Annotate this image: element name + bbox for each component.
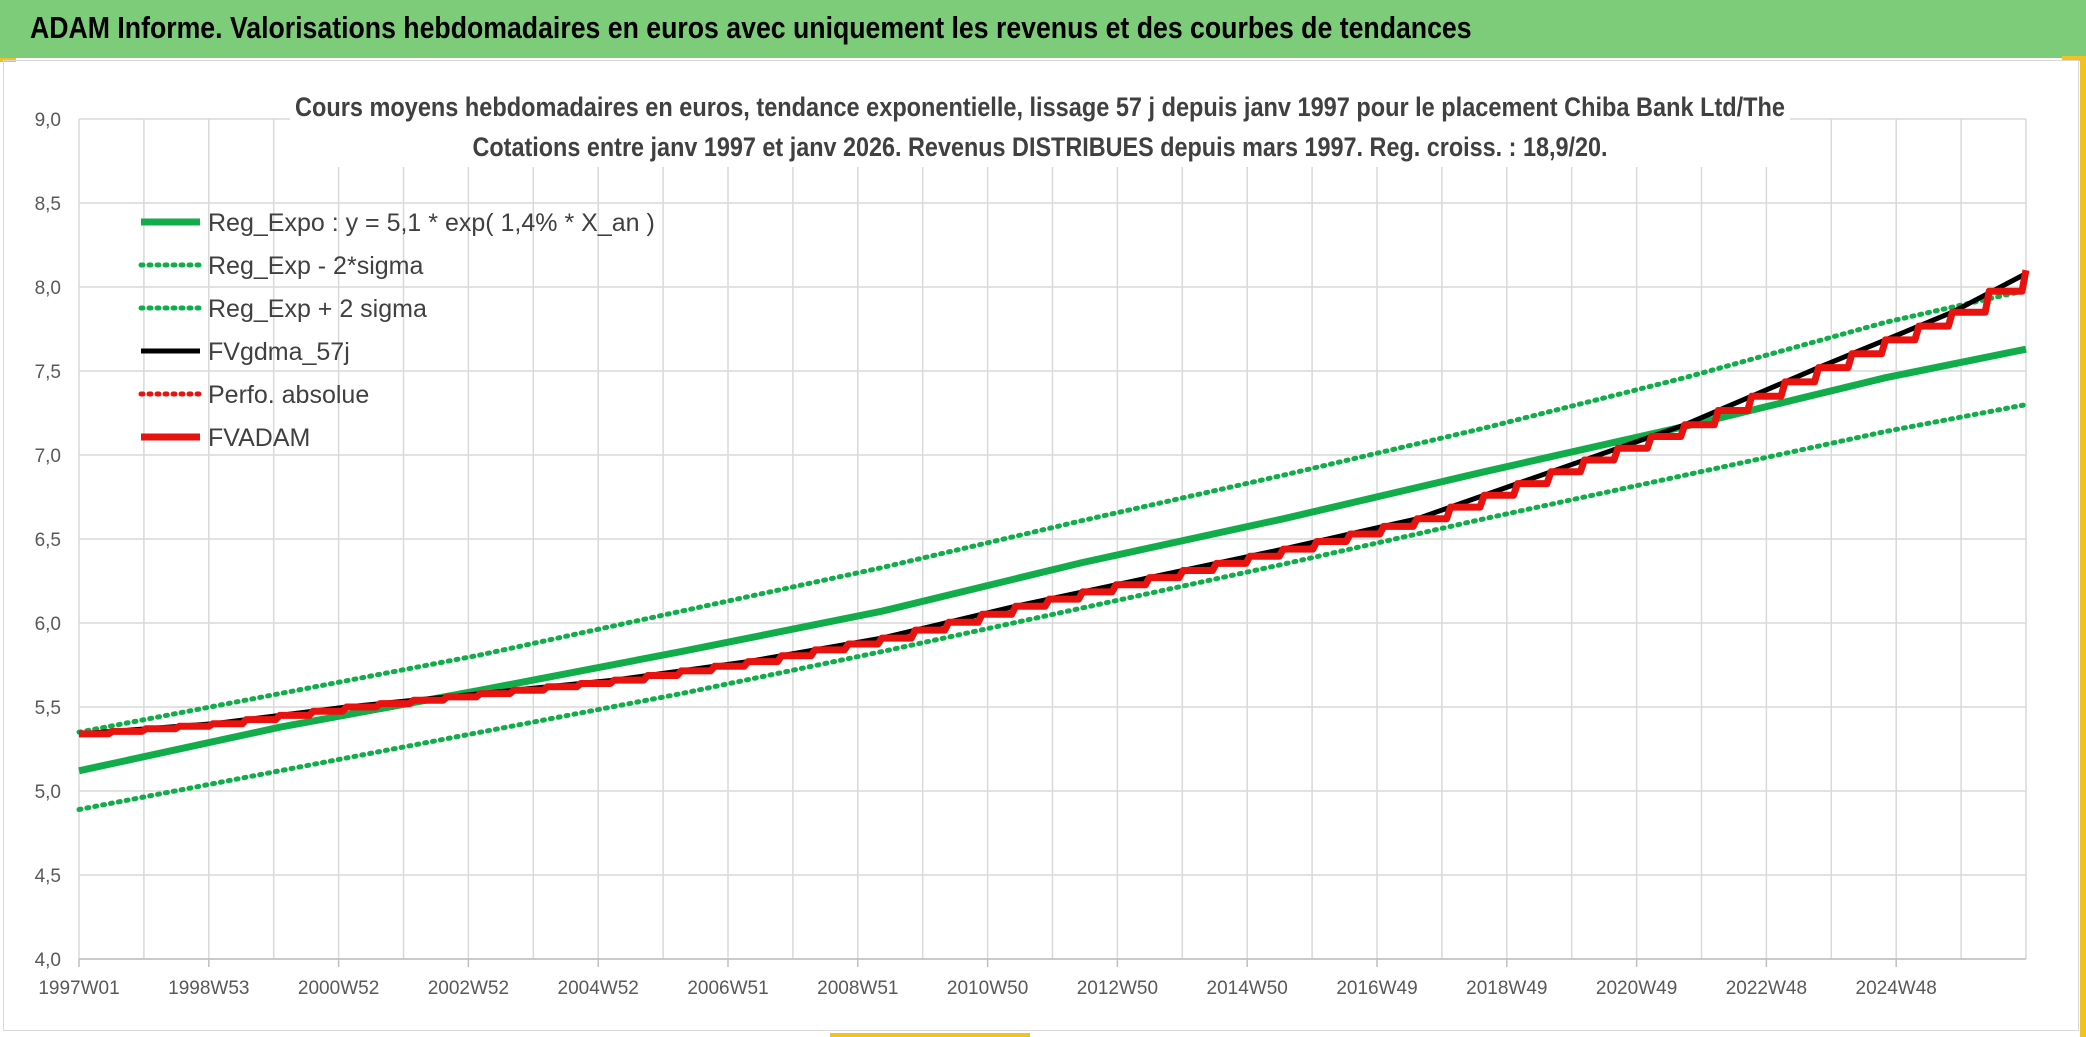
- series-line-1: [76, 402, 2029, 812]
- y-tick-label: 7,5: [35, 362, 61, 383]
- legend-label-3: FVgdma_57j: [208, 338, 350, 366]
- grid: [78, 118, 2027, 960]
- legend-label-2: Reg_Exp + 2 sigma: [208, 295, 427, 323]
- series-line-2: [76, 287, 2029, 735]
- chart-border: [3, 60, 2079, 1031]
- y-tick-label: 6,0: [35, 614, 61, 635]
- chart-title-line-1: Cours moyens hebdomadaires en euros, ten…: [295, 92, 1785, 122]
- chart-title-line-2: Cotations entre janv 1997 et janv 2026. …: [473, 132, 1608, 162]
- bottom-accent: [830, 1033, 1030, 1037]
- x-tick-label: 2006W51: [687, 978, 768, 999]
- x-tick-label: 2024W48: [1856, 978, 1937, 999]
- axes: 4,0 4,5 5,0 5,5 6,0 6,5 7,0 7,5 8,0 8,5 9,0 1997W01…: [35, 110, 2026, 999]
- x-tick-label: 1997W01: [38, 978, 119, 999]
- chart-title: Cours moyens hebdomadaires en euros, ten…: [290, 83, 1790, 167]
- x-tick-label: 2018W49: [1466, 978, 1547, 999]
- y-tick-label: 5,0: [35, 782, 61, 803]
- header-bar: ADAM Informe. Valorisations hebdomadaire…: [0, 0, 2086, 58]
- y-tick-label: 8,5: [35, 194, 61, 215]
- y-tick-label: 7,0: [35, 446, 61, 467]
- y-tick-label: 4,0: [35, 950, 61, 971]
- y-tick-label: 4,5: [35, 866, 61, 887]
- x-tick-label: 2000W52: [298, 978, 379, 999]
- series: [76, 269, 2030, 812]
- y-tick-label: 6,5: [35, 530, 61, 551]
- y-tick-label: 9,0: [35, 110, 61, 131]
- x-tick-label: 2022W48: [1726, 978, 1807, 999]
- corner-accent-right: [2062, 56, 2086, 61]
- series-line-5: [79, 269, 2030, 738]
- x-tick-label: 2012W50: [1077, 978, 1158, 999]
- x-tick-label: 2010W50: [947, 978, 1028, 999]
- y-tick-label: 8,0: [35, 278, 61, 299]
- x-tick-label: 2016W49: [1336, 978, 1417, 999]
- right-accent-bar: [2080, 56, 2086, 1037]
- legend: Reg_Expo : y = 5,1 * exp( 1,4% * X_an ) R…: [138, 209, 655, 452]
- chart-title-background: [290, 83, 1790, 167]
- legend-label-4: Perfo. absolue: [208, 381, 369, 409]
- report-title: ADAM Informe. Valorisations hebdomadaire…: [30, 10, 1472, 45]
- y-tick-label: 5,5: [35, 698, 61, 719]
- legend-label-1: Reg_Exp - 2*sigma: [208, 252, 423, 280]
- x-tick-label: 2014W50: [1207, 978, 1288, 999]
- x-tick-label: 2002W52: [428, 978, 509, 999]
- legend-label-5: FVADAM: [208, 424, 310, 452]
- x-tick-label: 2020W49: [1596, 978, 1677, 999]
- x-tick-label: 2008W51: [817, 978, 898, 999]
- x-tick-label: 1998W53: [168, 978, 249, 999]
- legend-label-0: Reg_Expo : y = 5,1 * exp( 1,4% * X_an ): [208, 209, 655, 237]
- x-tick-label: 2004W52: [558, 978, 639, 999]
